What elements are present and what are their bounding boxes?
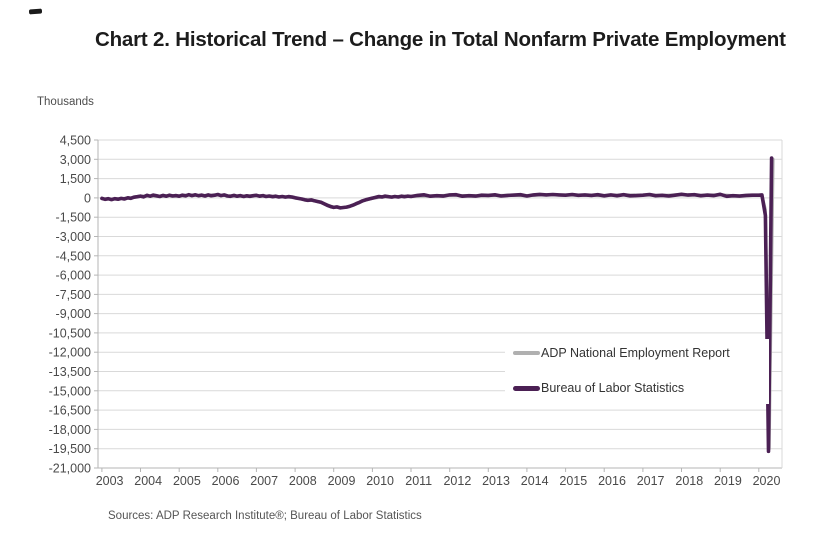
svg-text:2015: 2015 <box>559 474 587 488</box>
svg-text:0: 0 <box>84 191 91 205</box>
svg-text:2005: 2005 <box>173 474 201 488</box>
svg-text:2006: 2006 <box>212 474 240 488</box>
svg-text:2014: 2014 <box>521 474 549 488</box>
adp-line-swatch-icon <box>513 351 540 355</box>
svg-text:2008: 2008 <box>289 474 317 488</box>
svg-text:2018: 2018 <box>675 474 703 488</box>
svg-text:-12,000: -12,000 <box>49 346 91 360</box>
legend-label-bls: Bureau of Labor Statistics <box>541 381 685 395</box>
svg-text:2011: 2011 <box>405 474 432 488</box>
svg-text:2016: 2016 <box>598 474 626 488</box>
svg-text:4,500: 4,500 <box>60 134 91 148</box>
svg-text:2020: 2020 <box>753 474 781 488</box>
svg-text:2017: 2017 <box>637 474 665 488</box>
legend-item-adp: ADP National Employment Report <box>513 343 769 363</box>
svg-text:-1,500: -1,500 <box>56 211 91 225</box>
svg-text:-4,500: -4,500 <box>56 249 91 263</box>
svg-text:-3,000: -3,000 <box>56 230 91 244</box>
svg-text:-18,000: -18,000 <box>49 423 91 437</box>
svg-text:1,500: 1,500 <box>60 172 91 186</box>
svg-text:-9,000: -9,000 <box>56 307 91 321</box>
svg-text:2010: 2010 <box>366 474 394 488</box>
svg-text:-7,500: -7,500 <box>56 288 91 302</box>
svg-text:-16,500: -16,500 <box>49 404 91 418</box>
chart-title: Chart 2. Historical Trend – Change in To… <box>95 28 786 51</box>
svg-text:-15,000: -15,000 <box>49 384 91 398</box>
svg-text:2004: 2004 <box>134 474 162 488</box>
svg-text:2019: 2019 <box>714 474 742 488</box>
svg-text:2007: 2007 <box>250 474 278 488</box>
svg-text:2012: 2012 <box>443 474 471 488</box>
legend-label-adp: ADP National Employment Report <box>541 346 730 360</box>
svg-text:-10,500: -10,500 <box>49 326 91 340</box>
svg-text:-19,500: -19,500 <box>49 442 91 456</box>
svg-text:2013: 2013 <box>482 474 510 488</box>
svg-text:2009: 2009 <box>328 474 356 488</box>
svg-text:2003: 2003 <box>96 474 124 488</box>
svg-text:-6,000: -6,000 <box>56 269 91 283</box>
bls-line-swatch-icon <box>513 385 540 391</box>
svg-text:-21,000: -21,000 <box>49 462 91 476</box>
source-note: Sources: ADP Research Institute®; Bureau… <box>108 510 422 522</box>
y-axis-unit-label: Thousands <box>37 96 94 108</box>
chart-legend: ADP National Employment Report Bureau of… <box>505 339 769 404</box>
svg-text:3,000: 3,000 <box>60 153 91 167</box>
legend-item-bls: Bureau of Labor Statistics <box>513 378 769 398</box>
svg-text:-13,500: -13,500 <box>49 365 91 379</box>
